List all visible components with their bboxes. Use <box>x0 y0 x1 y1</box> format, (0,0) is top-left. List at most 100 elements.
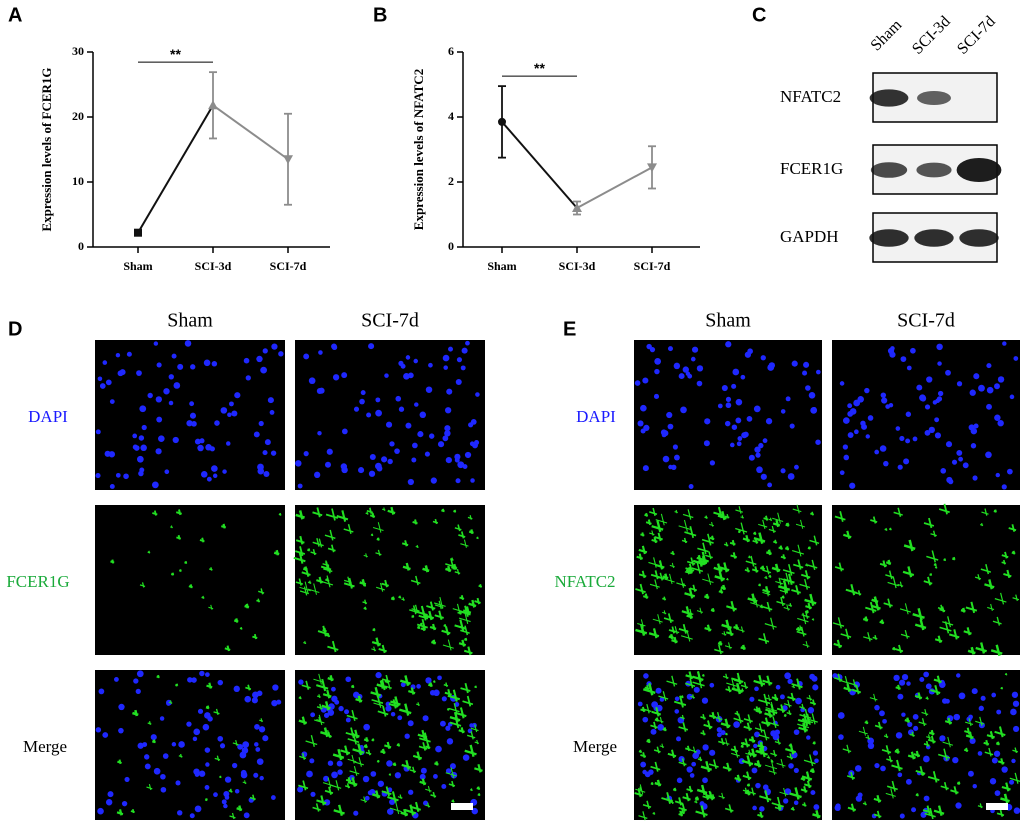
nucleus <box>906 365 912 371</box>
green-signal <box>752 537 759 544</box>
nucleus <box>780 409 786 414</box>
nucleus <box>384 373 389 378</box>
row-label: Merge <box>573 737 617 756</box>
green-signal <box>147 721 152 725</box>
green-signal <box>184 560 188 565</box>
green-signal <box>690 746 697 754</box>
green-signal <box>874 721 883 730</box>
nucleus <box>936 343 943 351</box>
nucleus <box>874 449 880 455</box>
nucleus <box>662 455 670 463</box>
green-signal <box>799 703 806 710</box>
nucleus <box>881 397 888 404</box>
green-signal <box>347 733 360 745</box>
nucleus <box>643 673 649 679</box>
green-signal <box>742 534 751 543</box>
green-signal <box>640 752 647 758</box>
nucleus <box>147 392 153 399</box>
nucleus <box>973 373 980 380</box>
green-signal <box>410 801 422 812</box>
green-signal <box>347 777 358 787</box>
micrograph <box>634 504 822 655</box>
nucleus <box>637 701 643 707</box>
nucleus <box>958 692 966 700</box>
nucleus <box>900 356 907 362</box>
nucleus <box>770 730 777 737</box>
green-signal <box>799 578 811 590</box>
green-signal <box>139 582 146 588</box>
green-signal <box>404 804 417 816</box>
green-signal <box>811 618 815 621</box>
nucleus <box>407 720 414 727</box>
green-signal <box>412 519 418 525</box>
nucleus <box>465 340 470 346</box>
green-signal <box>963 627 972 636</box>
green-signal <box>299 752 307 760</box>
nucleus <box>977 751 983 756</box>
green-signal <box>804 593 817 607</box>
nucleus <box>666 411 673 419</box>
green-signal <box>474 597 481 605</box>
green-signal <box>743 722 752 731</box>
nucleus <box>385 705 392 712</box>
nucleus <box>95 429 101 435</box>
nucleus <box>911 807 917 813</box>
nucleus <box>164 469 170 475</box>
green-signal <box>259 718 264 723</box>
green-signal <box>256 598 261 603</box>
nucleus <box>924 404 931 410</box>
green-signal <box>363 744 368 749</box>
green-signal <box>750 597 760 608</box>
nucleus <box>175 780 181 786</box>
green-signal <box>753 706 760 713</box>
nucleus <box>203 359 211 367</box>
green-signal <box>730 552 738 559</box>
green-signal <box>724 513 730 519</box>
nucleus <box>788 763 794 769</box>
green-signal <box>644 684 650 690</box>
panel-label: B <box>373 4 387 26</box>
green-signal <box>745 555 757 567</box>
nucleus <box>105 379 112 386</box>
green-signal <box>833 639 843 649</box>
row-label: FCER1G <box>6 572 69 591</box>
green-signal <box>914 692 923 700</box>
green-signal <box>686 785 694 793</box>
green-signal <box>208 604 214 610</box>
green-signal <box>694 800 698 804</box>
nucleus <box>389 441 395 447</box>
green-signal <box>662 610 667 615</box>
green-signal <box>792 504 802 514</box>
green-signal <box>809 535 820 546</box>
green-signal <box>933 563 937 567</box>
green-signal <box>376 759 380 763</box>
nucleus <box>366 412 372 418</box>
nucleus <box>673 362 681 370</box>
nucleus <box>186 721 192 727</box>
green-signal <box>363 737 369 742</box>
nucleus <box>156 416 163 423</box>
green-signal <box>464 744 477 757</box>
green-signal <box>371 646 377 652</box>
nucleus <box>223 803 228 809</box>
green-signal <box>710 607 715 613</box>
green-signal <box>797 718 810 731</box>
green-signal <box>390 596 395 601</box>
nucleus <box>221 799 227 805</box>
nucleus <box>816 369 821 375</box>
nucleus <box>118 703 125 711</box>
green-signal <box>678 519 691 532</box>
nucleus <box>762 438 768 444</box>
green-signal <box>695 805 708 818</box>
green-signal <box>678 623 689 634</box>
nucleus <box>136 370 142 376</box>
nucleus <box>958 456 964 462</box>
nucleus <box>124 776 130 782</box>
nucleus <box>775 684 781 690</box>
nucleus <box>233 685 240 693</box>
nucleus <box>895 426 901 431</box>
green-signal <box>642 703 652 714</box>
green-signal <box>779 586 789 595</box>
nucleus <box>686 693 693 700</box>
nucleus <box>643 424 650 431</box>
